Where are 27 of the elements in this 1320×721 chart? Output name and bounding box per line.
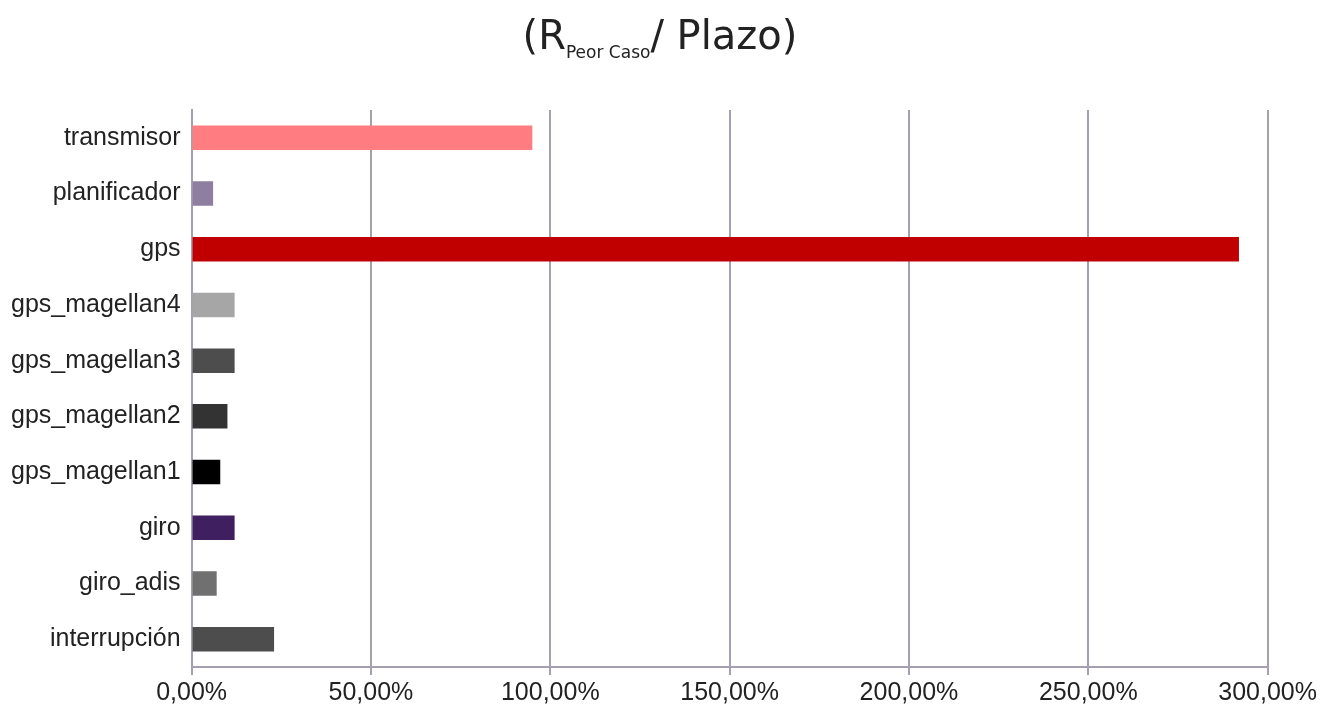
y-tick-label: giro [138, 511, 181, 540]
y-tick-label: gps_magellan2 [10, 400, 181, 429]
chart-title: (R$_{Peor Caso}$/ Plazo) [521, 12, 799, 62]
x-tick-label: 100,00% [500, 676, 600, 705]
y-tick-label: interrupción [49, 623, 181, 652]
bar [192, 181, 214, 206]
bar [192, 515, 235, 540]
y-tick-label: transmisor [63, 121, 181, 150]
bar [192, 459, 221, 485]
x-tick-label: 0,00% [156, 676, 228, 705]
y-tick-label: giro_adis [79, 567, 181, 596]
x-tick-label: 300,00% [1218, 676, 1317, 705]
bar [192, 571, 217, 596]
y-tick-label: gps_magellan4 [10, 288, 181, 317]
y-tick-label: gps_magellan3 [10, 344, 181, 373]
y-tick-label: gps [140, 233, 181, 262]
x-tick-label: 250,00% [1038, 676, 1138, 705]
y-tick-label: gps_magellan1 [10, 455, 181, 484]
x-tick-label: 200,00% [859, 676, 959, 705]
bar [192, 626, 275, 652]
bar [192, 125, 533, 151]
x-tick-label: 50,00% [328, 676, 414, 705]
bar [192, 404, 228, 429]
y-tick-label: planificador [52, 177, 181, 206]
bar [192, 237, 1239, 262]
bar [192, 348, 235, 373]
x-tick-label: 150,00% [680, 676, 779, 705]
